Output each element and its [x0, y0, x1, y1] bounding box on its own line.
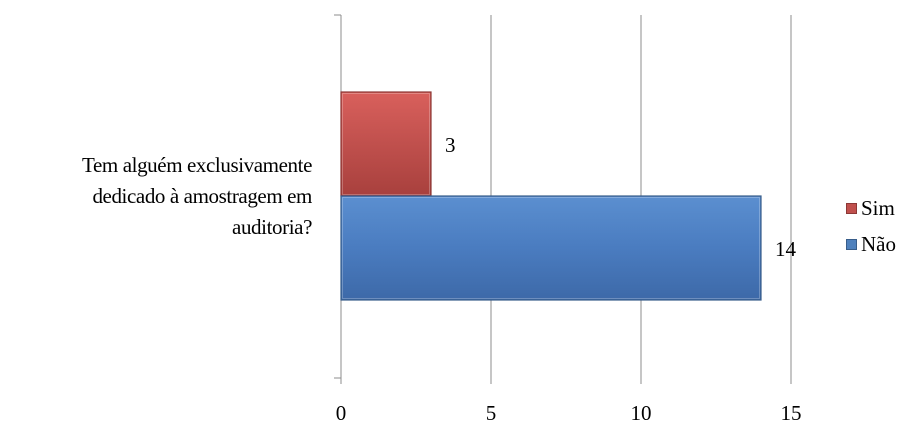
legend-item-nao: Não	[846, 226, 896, 262]
legend-label-sim: Sim	[861, 195, 895, 220]
category-label-line-2: dedicado à amostragem em	[92, 184, 312, 208]
x-tick-label-5: 5	[486, 401, 497, 425]
legend-item-sim: Sim	[846, 190, 896, 226]
legend-swatch-nao	[846, 238, 857, 250]
category-label: Tem alguém exclusivamente dedicado à amo…	[0, 150, 312, 243]
legend-label-nao: Não	[861, 231, 896, 256]
bar-bevel-nao	[342, 197, 760, 299]
data-label-sim: 3	[445, 133, 456, 157]
x-tick-label-0: 0	[336, 401, 347, 425]
x-tick-label-15: 15	[781, 401, 802, 425]
legend-swatch-sim	[846, 202, 857, 214]
bar-nao	[340, 195, 762, 301]
category-label-line-1: Tem alguém exclusivamente	[82, 153, 312, 177]
data-label-nao: 14	[775, 237, 797, 261]
x-tick-label-10: 10	[631, 401, 652, 425]
category-label-line-3: auditoria?	[232, 215, 312, 239]
legend: Sim Não	[846, 190, 896, 262]
bar-bevel-sim	[342, 93, 430, 195]
bar-sim	[340, 91, 432, 197]
